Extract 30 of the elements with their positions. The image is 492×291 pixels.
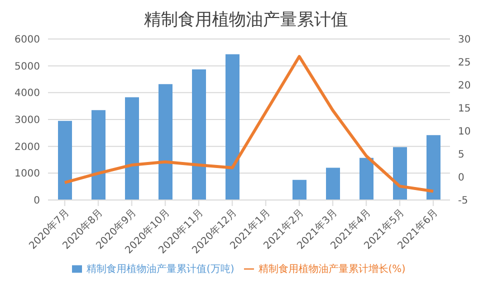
bar	[426, 135, 440, 200]
y2-tick-label: 15	[458, 104, 471, 115]
bar	[292, 180, 306, 200]
y-tick-label: 1000	[14, 168, 40, 180]
bar	[158, 84, 172, 200]
bar	[326, 168, 340, 200]
bar	[58, 120, 72, 200]
y-tick-label: 0	[34, 196, 40, 207]
bar	[125, 97, 139, 200]
y2-tick-label: 5	[458, 150, 464, 161]
legend-label: 精制食用植物油产量累计增长(%)	[258, 264, 406, 275]
y2-tick-label: 0	[458, 172, 464, 184]
bar	[360, 158, 374, 200]
y2-tick-label: 20	[458, 80, 471, 92]
y-tick-label: 3000	[14, 115, 40, 126]
y-tick-label: 6000	[14, 34, 40, 46]
y2-tick-label: 25	[458, 58, 471, 69]
legend-label: 精制食用植物油产量累计值(万吨)	[86, 264, 234, 275]
y2-tick-label: -5	[458, 196, 468, 207]
bar	[192, 69, 206, 200]
bar	[226, 54, 240, 200]
y2-tick-label: 30	[458, 34, 471, 46]
chart-title: 精制食用植物油产量累计值	[143, 9, 349, 31]
y2-tick-label: 10	[458, 126, 471, 138]
line-series	[63, 54, 435, 193]
bar	[92, 110, 106, 200]
bar	[393, 147, 407, 200]
y-tick-label: 5000	[14, 61, 40, 72]
y-tick-label: 4000	[14, 88, 40, 100]
y-tick-label: 2000	[14, 142, 40, 153]
